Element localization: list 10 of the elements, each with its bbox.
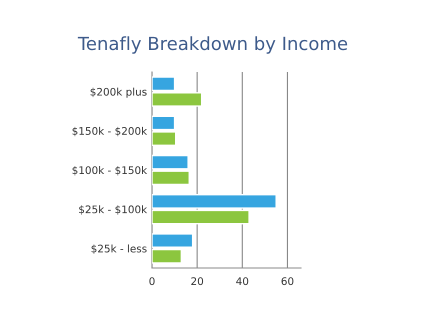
y-tick-label: $100k - $150k [72, 166, 148, 176]
y-tick-label: $25k - $100k [79, 205, 148, 215]
chart-title: Tenafly Breakdown by Income [78, 36, 348, 54]
x-tick-label: 60 [282, 277, 294, 286]
y-tick-label: $200k plus [90, 88, 147, 98]
x-tick-label: 0 [149, 277, 155, 286]
y-tick-label: $150k - $200k [72, 126, 148, 136]
y-tick-label: $25k - less [92, 244, 147, 254]
x-tick-label: 40 [236, 277, 248, 286]
x-tick-label: 20 [191, 277, 204, 286]
